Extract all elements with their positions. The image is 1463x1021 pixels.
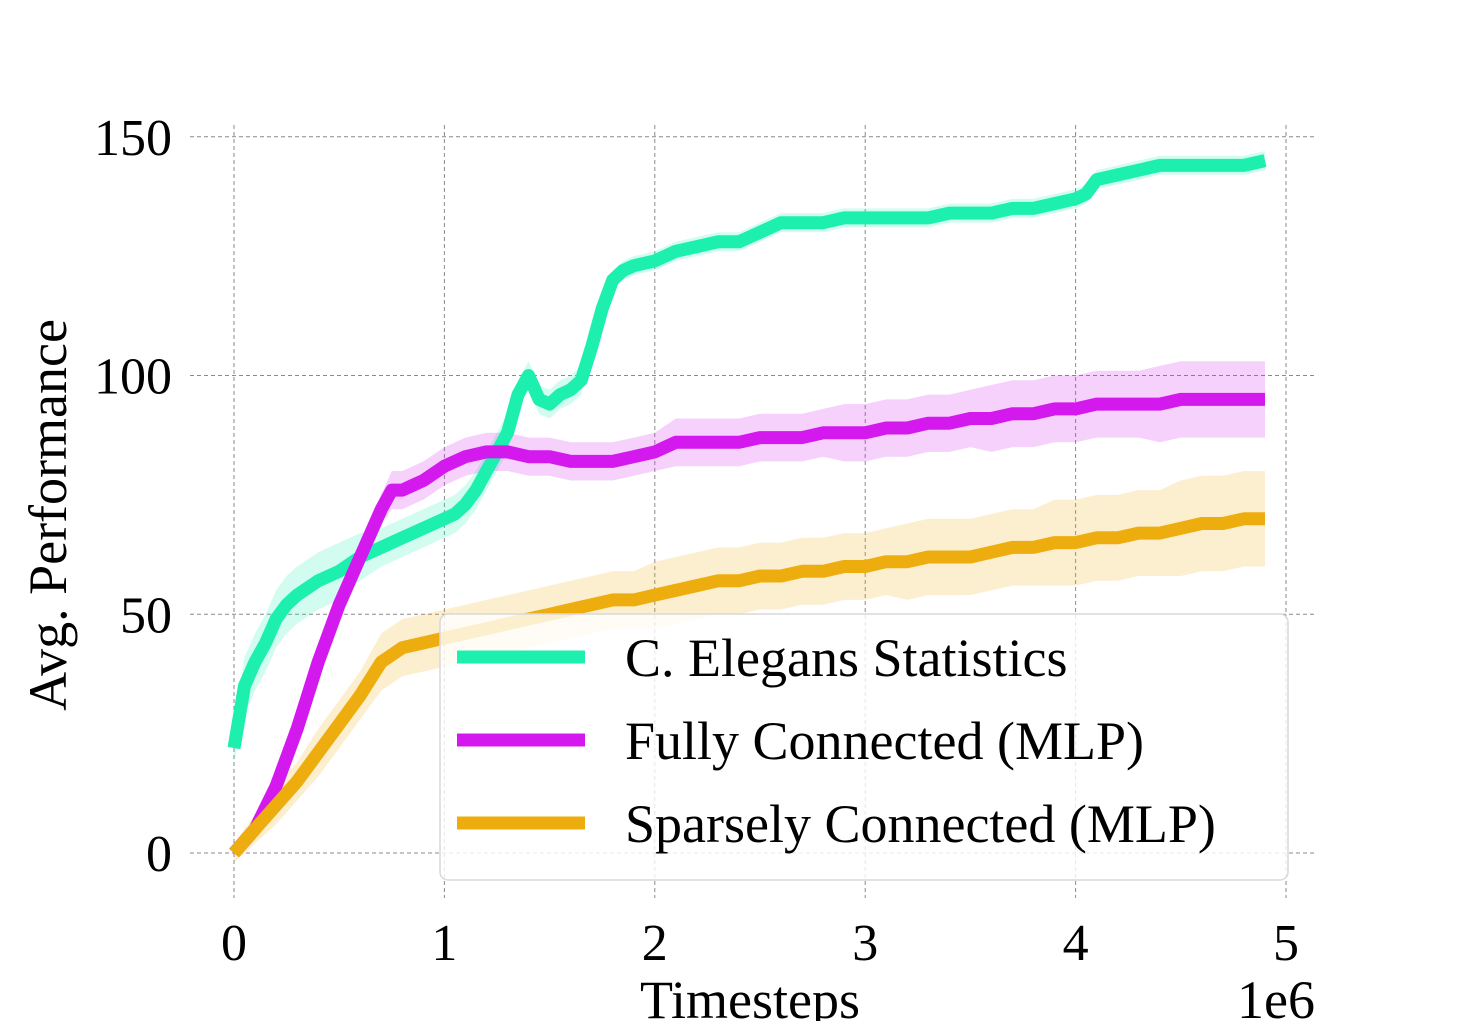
x-axis-label: Timesteps	[640, 970, 860, 1021]
y-tick-labels: 0 50 100 150	[94, 110, 172, 883]
series-line-c-elegans-statistics	[227, 154, 1267, 750]
series-line-sparsely-connected-mlp	[229, 512, 1265, 858]
legend-label-sparsely-connected-mlp: Sparsely Connected (MLP)	[625, 794, 1216, 854]
legend: C. Elegans Statistics Fully Connected (ML…	[439, 613, 1289, 881]
x-tick-label: 4	[1063, 915, 1089, 972]
y-tick-label: 50	[120, 587, 172, 644]
x-tick-label: 1	[431, 915, 457, 972]
y-tick-label: 150	[94, 110, 172, 167]
legend-label-fully-connected-mlp: Fully Connected (MLP)	[625, 711, 1144, 771]
x-tick-label: 0	[221, 915, 247, 972]
series-line-fully-connected-mlp	[229, 392, 1265, 858]
y-axis-label: Avg. Performance	[18, 319, 78, 711]
confidence-bands	[234, 151, 1265, 863]
x-tick-label: 3	[852, 915, 878, 972]
band-sparsely-connected-mlp	[234, 471, 1265, 863]
x-tick-label: 5	[1273, 915, 1299, 972]
x-tick-label: 2	[642, 915, 668, 972]
band-fully-connected-mlp	[234, 361, 1265, 853]
y-tick-label: 0	[146, 826, 172, 883]
legend-label-c-elegans-statistics: C. Elegans Statistics	[625, 628, 1067, 688]
series-lines	[227, 154, 1267, 858]
x-tick-labels: 0 1 2 3 4 5	[221, 915, 1299, 972]
y-tick-label: 100	[94, 349, 172, 406]
legend-frame	[439, 613, 1289, 881]
x-axis-offset-label: 1e6	[1237, 970, 1315, 1021]
